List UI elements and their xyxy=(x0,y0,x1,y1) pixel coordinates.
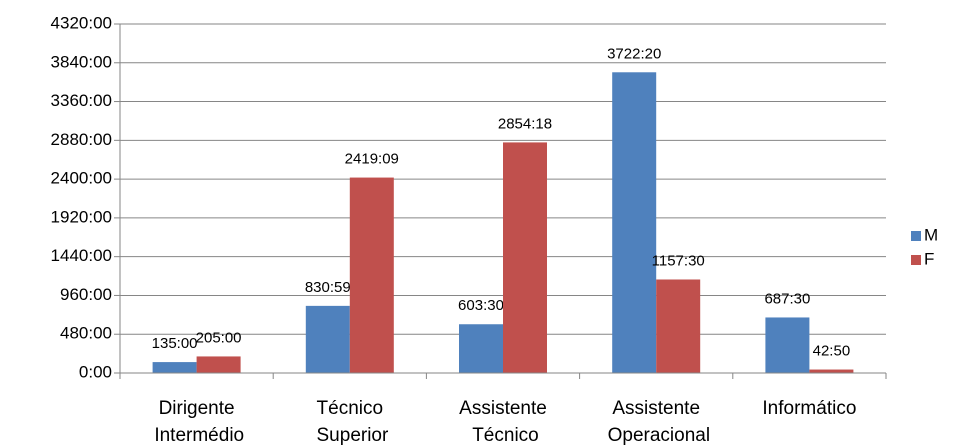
y-tick-label: 1920:00 xyxy=(51,207,112,226)
bar xyxy=(305,305,350,373)
bar xyxy=(612,72,657,373)
y-tick-label: 960:00 xyxy=(60,285,112,304)
x-tick-label: Assistente Técnico xyxy=(459,398,547,446)
value-label: 2419:09 xyxy=(345,151,399,168)
y-tick-label: 3360:00 xyxy=(51,91,112,110)
y-tick-label: 1440:00 xyxy=(51,246,112,265)
bar xyxy=(349,177,394,373)
x-tick-label: Assistente Operacional xyxy=(602,398,710,446)
bar xyxy=(196,356,241,373)
legend-swatch xyxy=(911,255,921,265)
value-label: 603:30 xyxy=(458,297,504,314)
bar xyxy=(152,362,197,373)
legend-swatch xyxy=(911,231,921,241)
bar xyxy=(656,279,701,373)
legend-label: F xyxy=(924,249,934,268)
value-label: 687:30 xyxy=(764,290,810,307)
value-label: 830:59 xyxy=(305,279,351,296)
bar xyxy=(459,324,503,373)
value-label: 2854:18 xyxy=(498,115,552,132)
x-tick-label: Dirigente Intermédio xyxy=(149,398,244,446)
y-tick-label: 2880:00 xyxy=(51,130,112,149)
value-label: 205:00 xyxy=(196,329,242,346)
value-label: 3722:20 xyxy=(607,45,661,62)
y-tick-label: 4320:00 xyxy=(51,13,112,32)
legend-label: M xyxy=(924,225,938,244)
bar xyxy=(503,142,547,373)
y-tick-label: 2400:00 xyxy=(51,169,112,188)
y-tick-label: 480:00 xyxy=(60,324,112,343)
y-tick-label: 3840:00 xyxy=(51,52,112,71)
value-label: 42:50 xyxy=(813,343,851,360)
bar xyxy=(809,369,854,373)
x-tick-label: Técnico Superior xyxy=(311,398,389,446)
y-tick-label: 0:00 xyxy=(79,362,112,381)
x-tick-label: Informático xyxy=(762,398,856,419)
value-label: 1157:30 xyxy=(652,252,705,269)
value-label: 135:00 xyxy=(152,335,198,352)
bar xyxy=(765,317,810,373)
